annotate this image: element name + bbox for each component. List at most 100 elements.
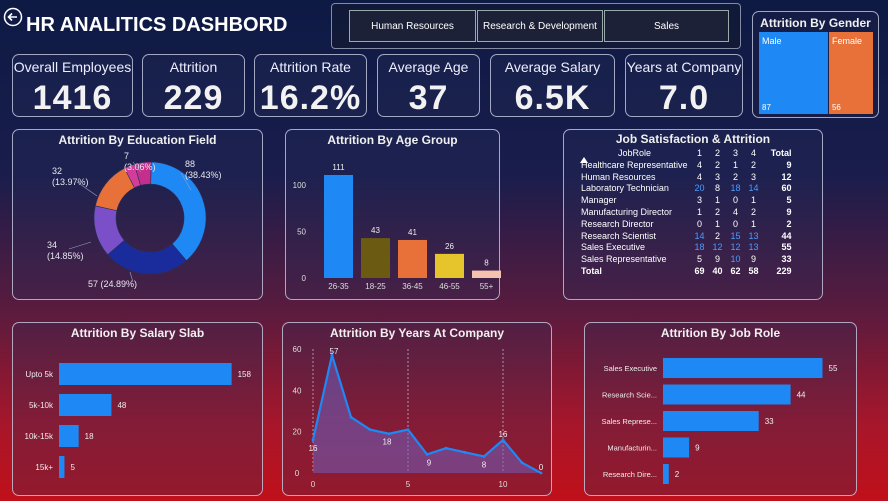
table-cell-value: 229 [776,265,792,276]
table-cell-value: 9 [786,159,792,170]
table-cell-value: 12 [730,242,741,253]
table-cell-value: 2 [715,148,721,158]
age-bar-value-label: 41 [408,228,417,237]
table-cell-label: Manager [581,195,617,206]
table-cell-value: 2 [751,206,757,217]
sort-up-icon[interactable] [580,157,588,163]
years-point [311,438,315,442]
table-cell-label: Manufacturing Director [581,206,673,217]
years-point [330,353,334,357]
jobrole-bar [663,464,669,484]
kpi-overall-employees: Overall Employees 1416 [12,54,133,117]
table-cell-value: 18 [730,183,741,194]
age-xtick-label: 18-25 [365,282,386,291]
table-cell-value: 4 [697,171,703,182]
age-bar-value-label: 111 [332,163,345,172]
jobrole-category-label: Research Dire... [603,470,657,479]
age-bar-value-label: 8 [484,259,489,268]
table-cell-value: 1 [715,218,721,229]
jobrole-bar [663,358,823,378]
back-arrow-icon [3,7,23,27]
table-cell-value: 1 [733,159,739,170]
years-point [349,415,353,419]
filter-sales[interactable]: Sales [604,10,729,42]
years-point [463,450,467,454]
years-ytick-label: 0 [295,469,300,478]
table-cell-value: 1 [751,218,757,229]
table-cell-value: 9 [751,254,757,265]
donut-data-label: 88 (38.43%) [185,159,222,180]
kpi-attrition-rate: Attrition Rate 16.2% [254,54,367,117]
donut-leader-line [129,271,134,283]
back-button[interactable] [3,7,23,27]
gender-block-male [759,32,828,114]
kpi-label: Years at Company [626,59,742,75]
table-cell-value: 44 [781,230,792,241]
donut-leader-line [132,161,142,173]
years-chart-title: Attrition By Years At Company [329,326,505,340]
age-bar-value-label: 43 [371,226,380,235]
salary-bar [59,394,112,416]
table-row: Manager 3 1 0 1 5 [578,195,795,207]
age-xtick-label: 36-45 [402,282,423,291]
donut-data-label: 32 (13.97%) [52,166,89,187]
page-title: HR ANALITICS DASHBORD [26,14,288,36]
table-row: Manufacturing Director 1 2 4 2 9 [578,207,795,219]
kpi-label: Attrition Rate [270,59,351,75]
years-ytick-label: 60 [293,345,302,354]
age-bar [435,253,464,278]
table-cell-value: 13 [748,242,759,253]
table-row: Human Resources 4 3 2 3 12 [578,172,795,184]
age-bar [361,238,390,278]
years-data-label: 0 [539,463,544,472]
gender-value-label: 56 [832,103,841,112]
years-point [520,461,524,465]
table-cell-value: Total [770,148,792,158]
donut-leader-line [180,172,192,191]
table-cell-value: 40 [712,265,723,276]
years-xtick-label: 10 [499,480,508,489]
table-cell-value: 20 [694,183,705,194]
jobrole-category-label: Sales Executive [604,364,657,373]
years-point [387,432,391,436]
table-cell-value: 13 [748,230,759,241]
age-xtick-label: 26-35 [328,282,349,291]
age-ytick-label: 0 [302,274,307,283]
age-bar-value-label: 26 [445,242,454,251]
table-cell-value: 12 [712,242,723,253]
donut-data-label: 34 (14.85%) [47,240,84,261]
donut-data-label: 57 (24.89%) [88,279,137,289]
filter-research-development[interactable]: Research & Development [477,10,603,42]
table-cell-label: Human Resources [581,171,656,182]
years-point [539,471,543,475]
jobrole-category-label: Research Scie... [602,391,657,400]
salary-category-label: 10k-15k [25,432,54,441]
salary-category-label: 15k+ [35,463,53,472]
table-cell-value: 5 [786,195,792,206]
table-row: Healthcare Representative 4 2 1 2 9 [578,160,795,172]
salary-bar [59,425,79,447]
table-cell-label: Total [581,265,602,276]
table-cell-value: 8 [715,183,721,194]
table-cell-value: 3 [715,171,721,182]
education-panel: Attrition By Education Field 88 (38.43%) 5… [12,129,263,300]
years-xtick-label: 5 [406,480,411,489]
filter-human-resources[interactable]: Human Resources [349,10,476,42]
years-area [313,355,541,473]
table-cell-value: 18 [694,242,705,253]
gender-chart-title: Attrition By Gender [760,16,871,30]
salary-category-label: Upto 5k [25,370,54,379]
years-point [406,428,410,431]
table-cell-value: 60 [781,183,792,194]
jobrole-value-label: 33 [765,417,774,426]
years-point [368,428,372,431]
kpi-value: 7.0 [658,79,710,117]
table-cell-label: Research Scientist [581,230,657,241]
kpi-label: Average Salary [504,59,601,75]
table-cell-value: 4 [697,159,703,170]
age-chart-title: Attrition By Age Group [327,133,458,147]
table-cell-label: Healthcare Representative [581,159,688,170]
jobrole-chart-title: Attrition By Job Role [660,326,781,340]
years-xtick-label: 0 [311,480,316,489]
table-cell-value: 14 [748,183,759,194]
